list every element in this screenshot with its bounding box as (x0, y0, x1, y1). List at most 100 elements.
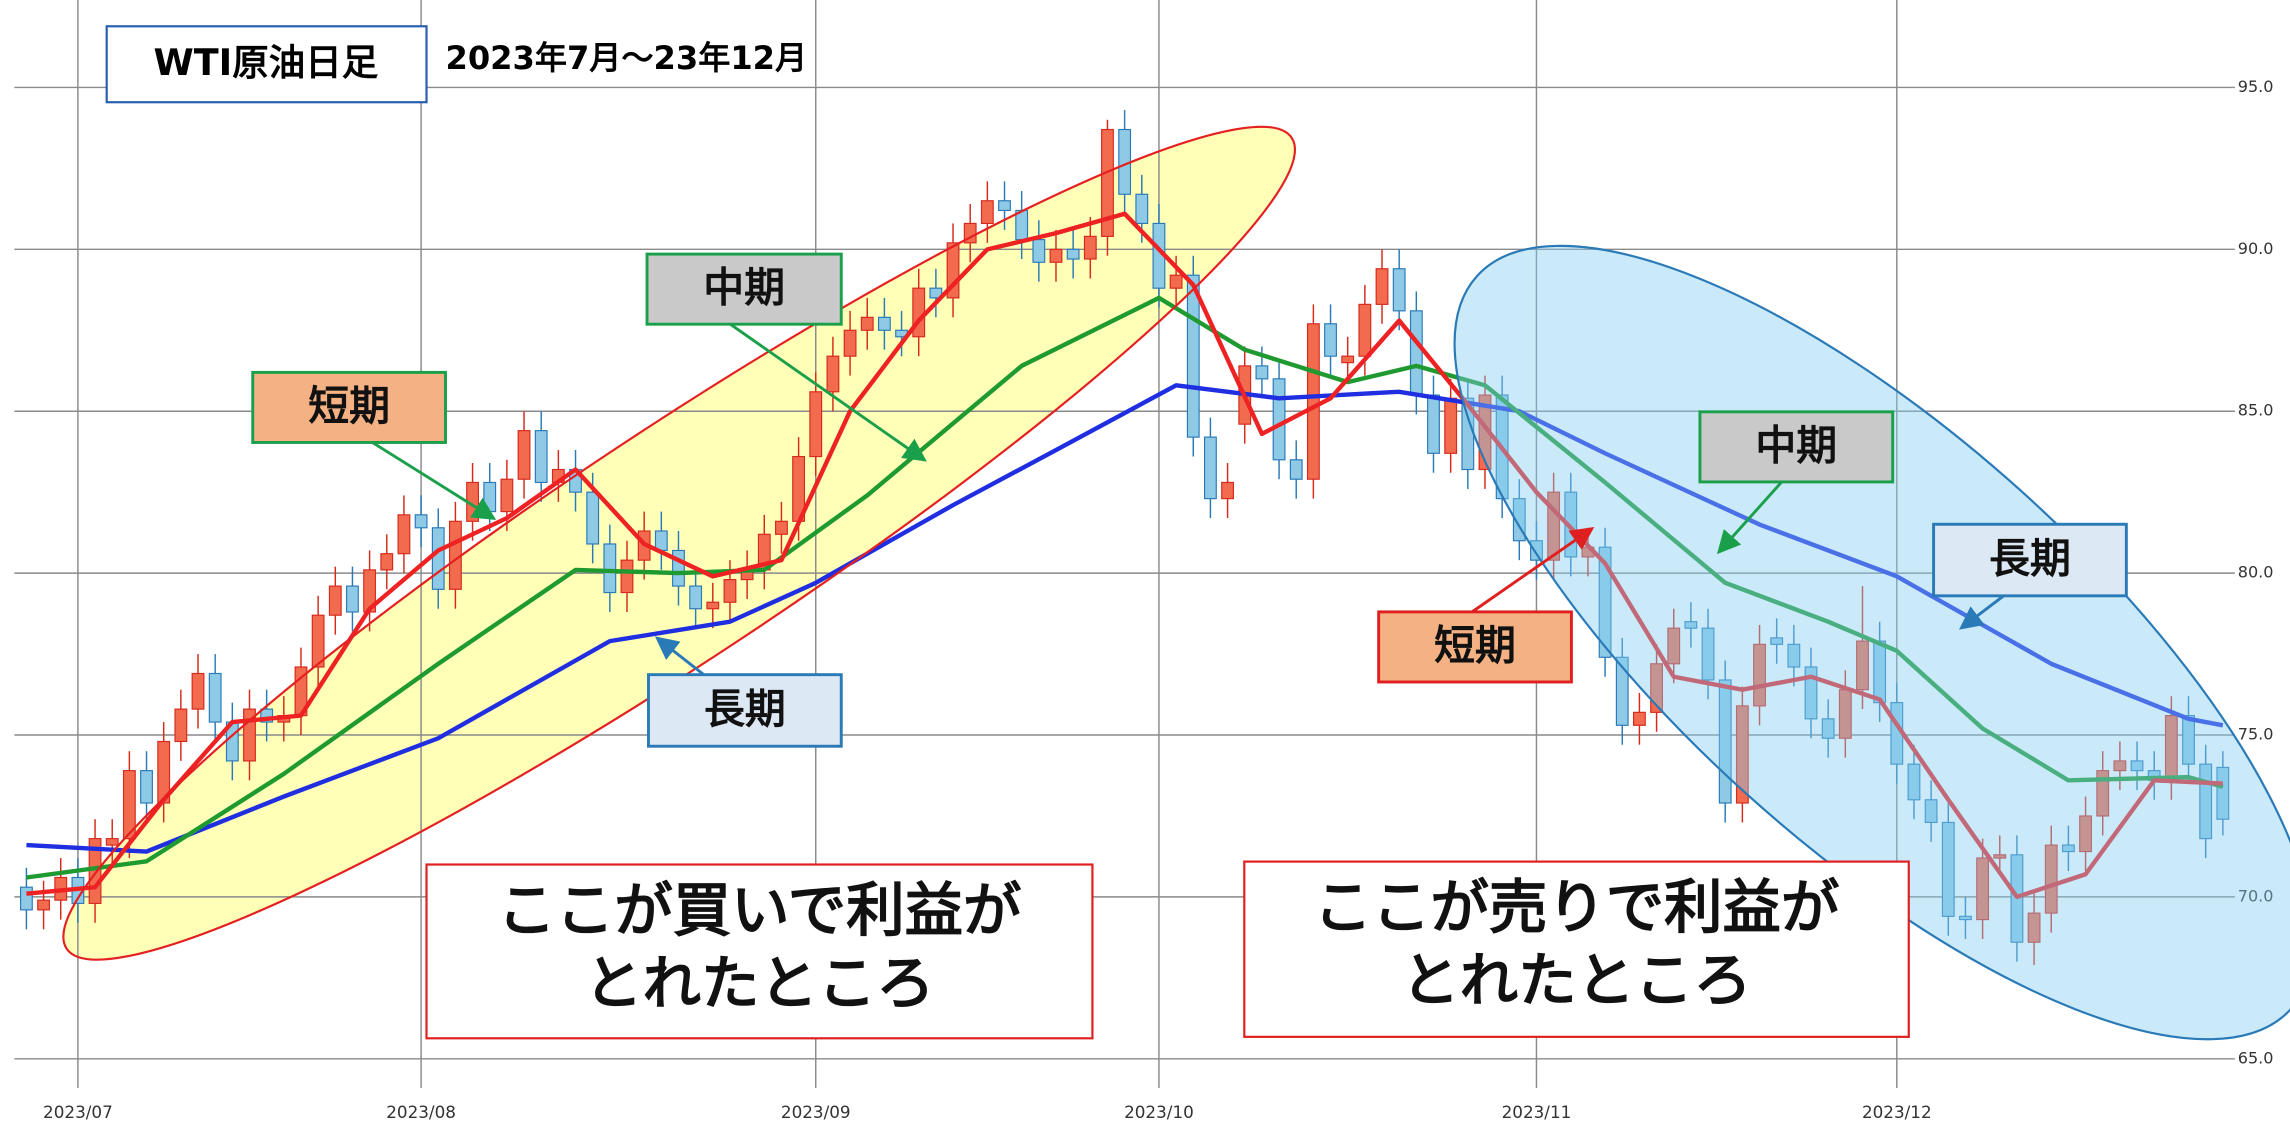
note-box (425, 863, 1094, 1040)
candle-body (105, 838, 119, 846)
candle-body (1770, 637, 1784, 645)
candle-body (689, 585, 703, 610)
candle-body (1753, 643, 1766, 707)
candle-body (723, 579, 737, 603)
candle-body (1924, 799, 1938, 824)
candle-body (1856, 640, 1869, 691)
candle-body (998, 200, 1011, 212)
annotation-layer: WTI原油日足 2023年7月～23年12月 短期中期長期中期長期短期ここが買い… (105, 25, 2128, 1040)
candle-body (1632, 711, 1646, 726)
moving-average (26, 211, 2223, 900)
candle-body (1032, 239, 1046, 263)
x-tick-label: 2023/12 (1862, 1102, 1932, 1122)
label-text: 中期 (703, 264, 785, 312)
candle-body (1512, 498, 1526, 542)
note-text: ここが売りで利益が (1314, 873, 1840, 941)
candle-body (2113, 760, 2127, 772)
candle-body (346, 585, 359, 613)
candle-body (809, 391, 823, 458)
candle-body (706, 601, 720, 610)
candle-body (2079, 815, 2092, 853)
candle-body (191, 672, 205, 710)
moving-average (26, 383, 2224, 854)
label-text: 短期 (1434, 621, 1516, 669)
candle-body (1701, 627, 1715, 681)
x-tick-label: 2023/07 (43, 1102, 113, 1122)
candle-body (1358, 303, 1372, 357)
candle-body (1735, 705, 1749, 804)
note-text: とれたところ (584, 949, 934, 1017)
label-text: 中期 (1755, 421, 1837, 469)
label-box (647, 673, 843, 748)
arrow (1471, 526, 1595, 614)
plot (19, 110, 2230, 965)
candle-body (500, 478, 514, 513)
candle-body (980, 200, 994, 225)
candle-body (483, 481, 497, 513)
arrow (1959, 594, 2005, 630)
candle-body (1341, 355, 1355, 364)
candle-body (1941, 821, 1955, 917)
candle-body (2216, 766, 2230, 820)
note-text: ここが買いで利益が (498, 876, 1022, 944)
note-box (1243, 860, 1910, 1038)
moving-average (26, 295, 2224, 880)
candle-body (1821, 718, 1835, 739)
candle-body (826, 355, 840, 393)
candle-body (586, 491, 600, 545)
candle-body (140, 770, 153, 804)
candle-body (1375, 268, 1389, 305)
overlay-layer (62, 125, 2290, 1041)
candle-body (243, 708, 256, 762)
x-tick-label: 2023/11 (1502, 1102, 1572, 1122)
candle-body (2096, 770, 2110, 817)
candle-body (1804, 666, 1818, 720)
candle-body (603, 543, 617, 594)
candle-body (1186, 274, 1200, 438)
y-tick-label: 80.0 (2238, 563, 2274, 582)
sell-zone (1453, 244, 2290, 1041)
candle-body (122, 770, 136, 840)
candle-body (1135, 193, 1149, 225)
label-box (251, 370, 447, 444)
candle-body (1221, 481, 1235, 500)
candle-body (208, 672, 222, 723)
candle-body (1049, 248, 1063, 263)
candle-body (1444, 397, 1458, 454)
candle-body (1409, 310, 1423, 396)
candle-body (2130, 760, 2144, 772)
candle-body (1598, 546, 1612, 658)
candle-body (37, 899, 51, 911)
arrow (371, 441, 497, 520)
candle-body (1083, 235, 1097, 260)
label-box (1932, 522, 2128, 598)
candle-body (1066, 248, 1080, 260)
candle-body (1392, 268, 1406, 312)
title-box (105, 25, 428, 104)
candle-body (1787, 643, 1801, 668)
candle-body (174, 708, 188, 743)
chart-title: WTI原油日足 (154, 41, 379, 84)
candle-body (1650, 663, 1663, 713)
candle-body (2061, 844, 2075, 853)
candle-body (654, 530, 668, 552)
label-text: 長期 (704, 685, 786, 733)
candle-body (517, 430, 531, 480)
candle-body (860, 316, 874, 331)
label-box (1377, 610, 1573, 684)
x-tick-label: 2023/10 (1124, 1102, 1194, 1122)
label-text: 長期 (1989, 534, 2071, 582)
candle-body (1959, 915, 1972, 921)
candle-body (380, 553, 394, 571)
candle-body (1169, 274, 1183, 289)
label-box (1698, 410, 1895, 484)
candle-body (775, 520, 788, 535)
candle-body (1427, 394, 1440, 454)
candle-body (1667, 627, 1681, 665)
candle-body (1615, 656, 1629, 726)
candle-body (963, 222, 977, 244)
candle-body (1306, 323, 1320, 480)
note-text: とれたところ (1401, 946, 1751, 1014)
